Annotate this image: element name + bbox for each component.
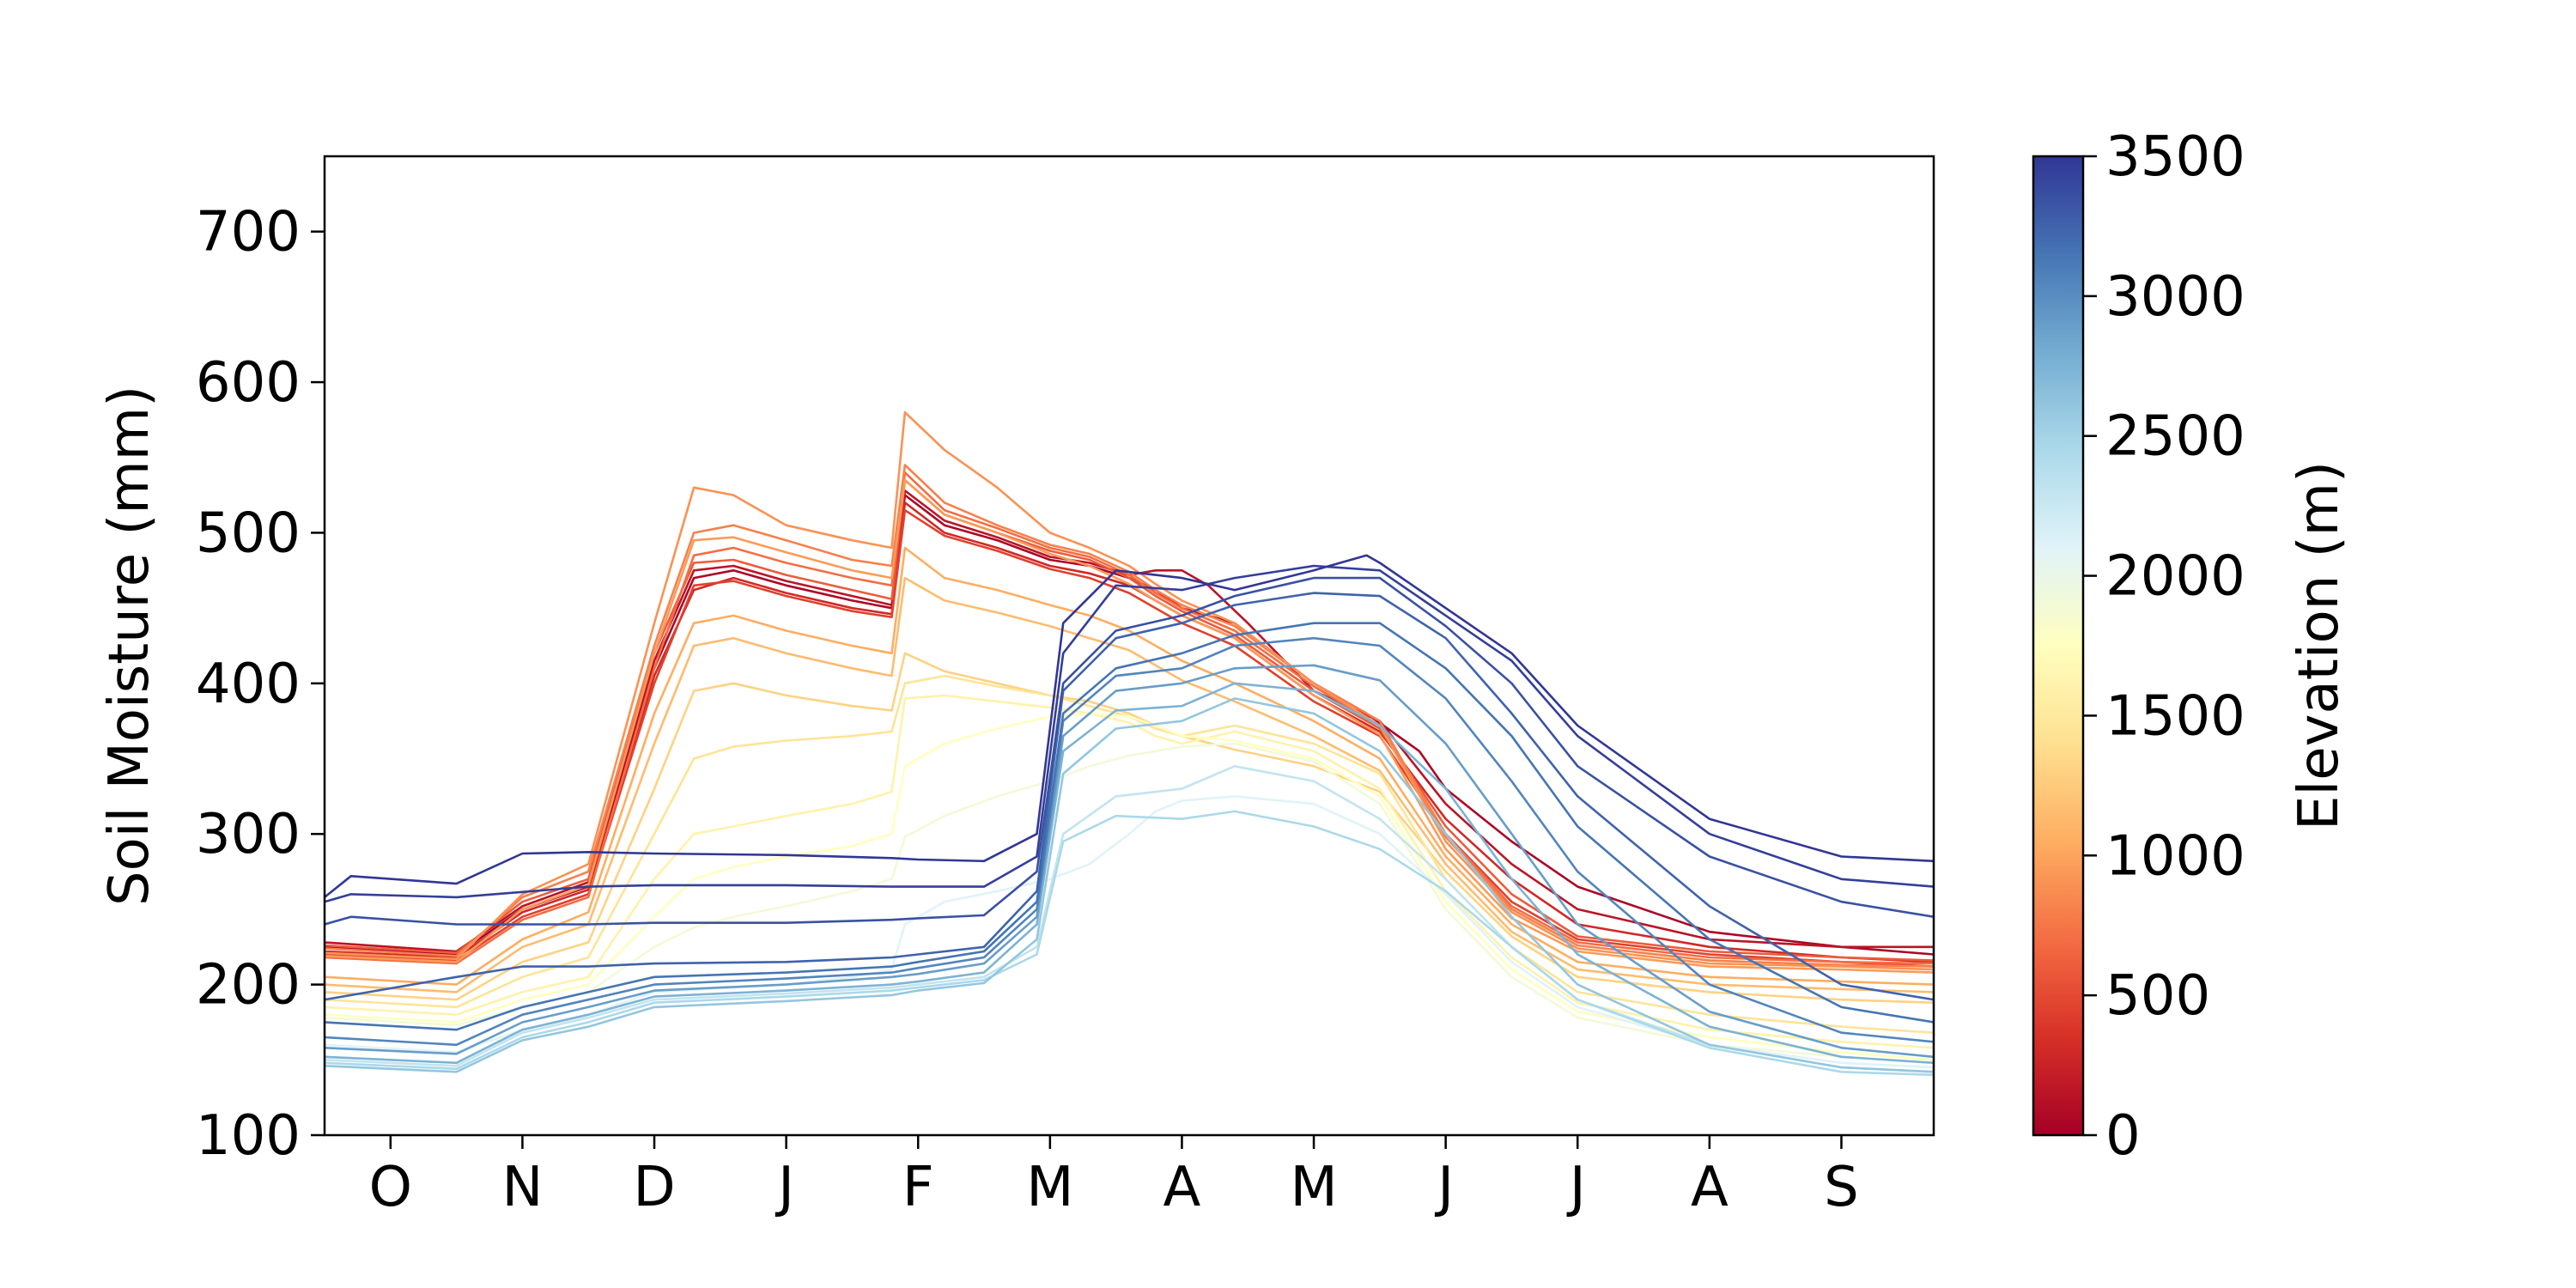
series-line-25 bbox=[325, 576, 1934, 926]
series-line-9 bbox=[325, 546, 1934, 986]
series-line-22 bbox=[325, 636, 1934, 1047]
series-line-3 bbox=[325, 508, 1934, 968]
series-line-18 bbox=[325, 810, 1934, 1077]
series-line-4 bbox=[325, 478, 1934, 962]
colorbar-tick-label: 1500 bbox=[2105, 684, 2245, 748]
colorbar-tick-label: 2000 bbox=[2105, 545, 2245, 609]
series-line-23 bbox=[325, 622, 1934, 1031]
y-tick-label: 300 bbox=[196, 803, 301, 866]
colorbar-title: Elevation (m) bbox=[2287, 461, 2351, 830]
series-line-24 bbox=[325, 592, 1934, 1001]
x-tick-label: D bbox=[633, 1156, 675, 1219]
colorbar-tick-label: 3000 bbox=[2105, 265, 2245, 329]
series-line-10 bbox=[325, 576, 1934, 993]
x-tick-label: F bbox=[902, 1156, 934, 1219]
colorbar bbox=[2032, 155, 2085, 1137]
series-line-8 bbox=[325, 478, 1934, 974]
x-tick-label: J bbox=[775, 1156, 794, 1219]
x-tick-label: J bbox=[1566, 1156, 1586, 1219]
series-line-27 bbox=[325, 554, 1934, 898]
y-tick-label: 100 bbox=[196, 1104, 301, 1168]
colorbar-tick-label: 2500 bbox=[2105, 405, 2245, 469]
series-line-26 bbox=[325, 564, 1934, 903]
y-tick-label: 500 bbox=[196, 501, 301, 565]
series-line-5 bbox=[325, 471, 1934, 965]
colorbar-tick-label: 1000 bbox=[2105, 824, 2245, 888]
x-tick-label: M bbox=[1026, 1156, 1073, 1219]
series-layer bbox=[325, 410, 1934, 1077]
y-axis: 100 200 300 400 500 600 700 bbox=[196, 201, 325, 1168]
series-line-20 bbox=[325, 682, 1934, 1065]
plot-frame bbox=[323, 155, 1935, 1137]
x-tick-label: M bbox=[1290, 1156, 1337, 1219]
y-tick-label: 400 bbox=[196, 653, 301, 716]
colorbar-tick-label: 500 bbox=[2105, 964, 2210, 1028]
series-line-2 bbox=[325, 501, 1934, 963]
series-line-14 bbox=[325, 712, 1934, 1061]
colorbar-axis: 0 500 1000 1500 2000 2500 3000 3500 bbox=[2083, 125, 2245, 1168]
series-line-21 bbox=[325, 664, 1934, 1059]
y-tick-label: 200 bbox=[196, 954, 301, 1018]
series-line-6 bbox=[325, 464, 1934, 968]
series-line-19 bbox=[325, 697, 1934, 1073]
plot-background bbox=[325, 156, 1934, 1135]
y-axis-title: Soil Moisture (mm) bbox=[98, 386, 161, 906]
x-tick-label: S bbox=[1824, 1156, 1859, 1219]
x-tick-label: A bbox=[1691, 1156, 1728, 1219]
colorbar-tick-label: 3500 bbox=[2105, 125, 2245, 189]
y-tick-label: 700 bbox=[196, 201, 301, 264]
x-tick-label: O bbox=[369, 1156, 412, 1219]
x-tick-label: A bbox=[1163, 1156, 1201, 1219]
x-tick-label: J bbox=[1434, 1156, 1454, 1219]
series-line-13 bbox=[325, 694, 1934, 1049]
colorbar-tick-label: 0 bbox=[2105, 1104, 2141, 1168]
series-line-16 bbox=[325, 795, 1934, 1069]
x-tick-label: N bbox=[501, 1156, 543, 1219]
y-tick-label: 600 bbox=[196, 351, 301, 415]
